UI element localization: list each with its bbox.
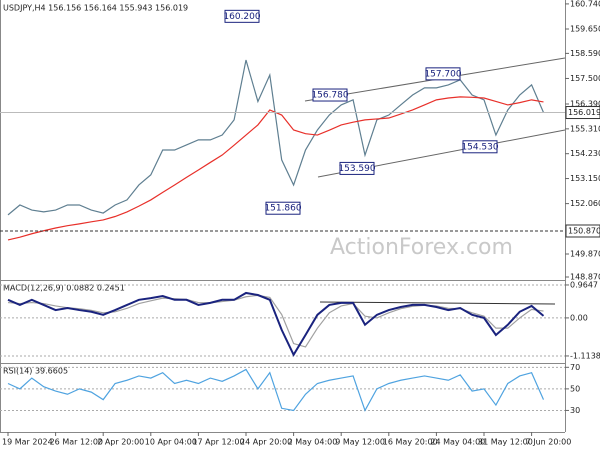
x-tick-label: 7 Jun 20:00: [526, 438, 572, 447]
watermark: ActionForex.com: [330, 235, 513, 260]
series-line: [7, 368, 545, 412]
price-annotation-box: [312, 88, 348, 102]
panel-title: RSI(14) 39.6605: [3, 367, 68, 376]
price-annotation: 154.530: [461, 142, 498, 152]
price-annotation: 160.200: [223, 12, 260, 22]
x-tick-label: 9 May 12:00: [335, 438, 385, 447]
x-tick-label: 17 Apr 12:00: [192, 438, 244, 447]
price-annotation: 157.700: [424, 69, 461, 79]
x-tick-label: 16 May 20:00: [383, 438, 438, 447]
series-line: [7, 291, 545, 357]
x-tick-label: 24 May 04:00: [430, 438, 485, 447]
price-annotation: 156.780: [311, 91, 348, 101]
last-price-box: [565, 106, 600, 120]
price-annotation-box: [462, 140, 498, 154]
panel-title: MACD(12,26,9) 0.0882 0.2451: [3, 284, 125, 293]
y-tick-label: 154.230: [570, 149, 600, 158]
y-tick-label: 160.740: [570, 0, 600, 8]
y-tick-label: 157.500: [570, 74, 600, 83]
panel-title: USDJPY,H4 156.156 156.164 155.943 156.01…: [3, 4, 188, 13]
level-label: 150.870: [568, 226, 600, 235]
y-tick-label: -1.1138: [570, 351, 600, 360]
y-tick-label: 159.650: [570, 24, 600, 33]
y-tick-label: 149.870: [570, 250, 600, 259]
y-tick-label: 0.9647: [570, 280, 598, 289]
x-tick-label: 2 Apr 20:00: [97, 438, 144, 447]
y-tick-label: 153.150: [570, 174, 600, 183]
price-annotation: 151.860: [264, 204, 301, 214]
price-annotation-box: [224, 9, 260, 23]
price-annotation-box: [339, 161, 375, 175]
level-label-box: [565, 224, 600, 238]
y-tick-label: 0.00: [570, 313, 588, 322]
x-tick-label: 10 Apr 04:00: [145, 438, 197, 447]
series-line: [7, 59, 545, 216]
price-annotation: 153.590: [338, 164, 375, 174]
x-tick-label: 26 Mar 12:00: [50, 438, 103, 447]
y-tick-label: 50: [570, 384, 580, 393]
x-tick-label: 24 Apr 20:00: [240, 438, 292, 447]
x-tick-label: 31 May 12:00: [478, 438, 533, 447]
price-annotation-box: [425, 67, 461, 81]
price-annotation-box: [265, 201, 301, 215]
y-tick-label: 155.310: [570, 124, 600, 133]
y-tick-label: 148.870: [570, 273, 600, 282]
x-tick-label: 2 May 04:00: [288, 438, 338, 447]
macd-trend-line: [319, 301, 556, 305]
x-tick-label: 19 Mar 2024: [2, 438, 53, 447]
last-price-label: 156.019: [568, 108, 600, 117]
y-tick-label: 156.390: [570, 99, 600, 108]
y-tick-label: 158.590: [570, 49, 600, 58]
y-tick-label: 152.060: [570, 199, 600, 208]
y-tick-label: 30: [570, 406, 580, 415]
y-tick-label: 70: [570, 363, 580, 372]
